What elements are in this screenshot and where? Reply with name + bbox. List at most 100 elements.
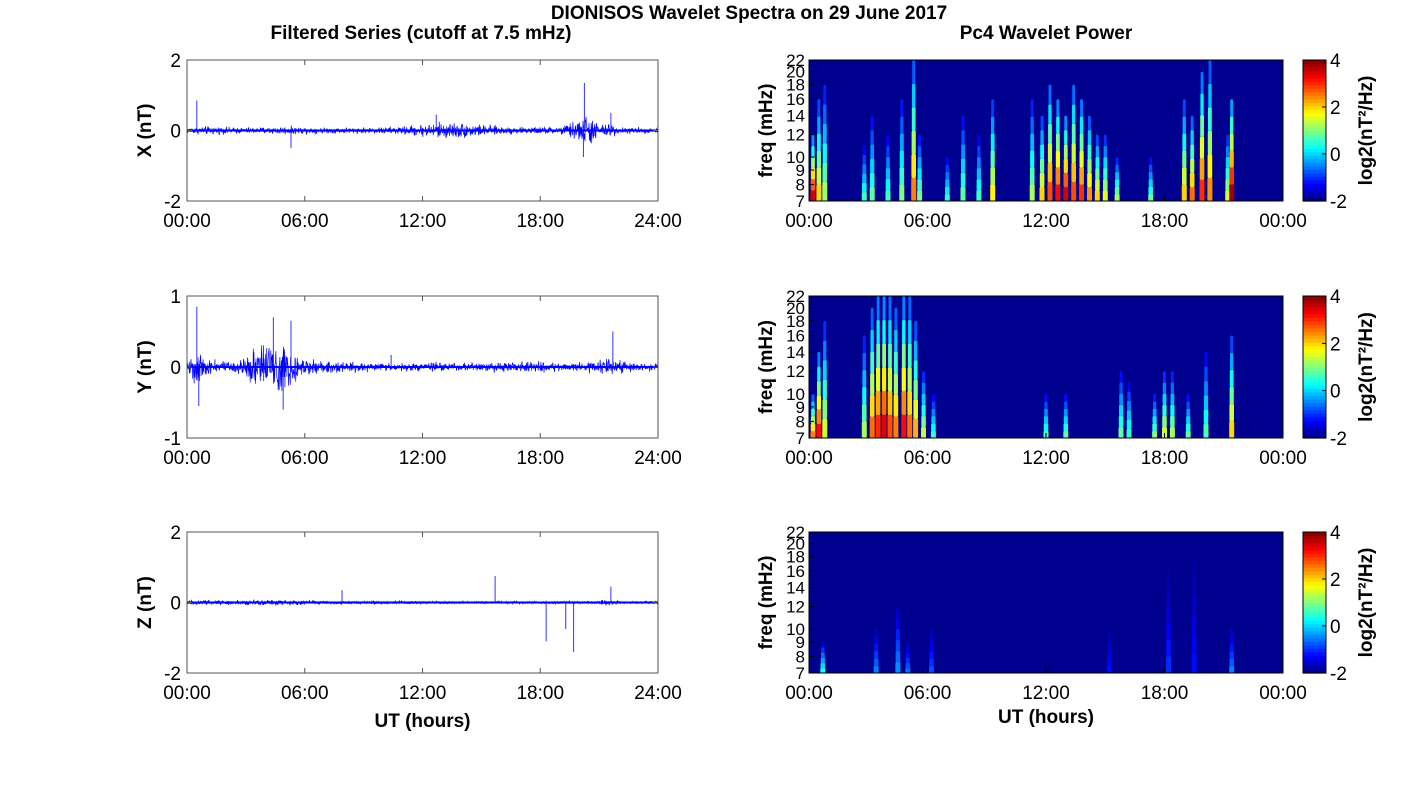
power-burst [1170, 415, 1175, 428]
power-burst [820, 657, 825, 664]
power-burst [1189, 186, 1195, 201]
colorbar-segment [1303, 349, 1326, 354]
power-burst [1225, 189, 1231, 201]
power-burst [817, 366, 821, 382]
y-tick-label: 2 [170, 51, 181, 72]
colorbar-segment [1303, 413, 1326, 418]
power-burst [885, 167, 891, 180]
power-burst [1166, 639, 1171, 657]
power-burst [1153, 393, 1157, 402]
power-burst [876, 367, 881, 392]
colorbar-segment [1303, 546, 1326, 551]
colorbar-segment [1303, 356, 1326, 361]
colorbar-segment [1303, 381, 1326, 386]
power-burst [1126, 419, 1132, 430]
power-burst [908, 296, 912, 321]
power-burst [1167, 571, 1170, 589]
y-tick-label: 0 [170, 122, 181, 143]
x-tick-label: 00:00 [1259, 683, 1307, 704]
power-burst [1039, 186, 1045, 201]
y-tick-label: 7 [796, 192, 805, 211]
y-tick-label: 8 [796, 412, 805, 431]
power-burst [1225, 178, 1230, 191]
power-burst [821, 652, 825, 659]
power-burst [1229, 184, 1235, 201]
power-burst [931, 415, 936, 424]
y-axis-label: freq (mHz) [756, 84, 777, 178]
colorbar-segment [1303, 296, 1326, 301]
x-tick-label: 12:00 [1022, 211, 1070, 232]
colorbar-segment [1303, 402, 1326, 407]
colorbar-label: log2(nT²/Hz) [1356, 312, 1377, 422]
y-tick-label: 9 [796, 633, 805, 652]
power-burst [887, 414, 893, 438]
power-burst [1229, 403, 1234, 422]
power-burst [816, 167, 822, 185]
power-burst [991, 116, 995, 134]
power-burst [929, 665, 934, 673]
power-burst [817, 133, 821, 151]
power-burst [1102, 189, 1108, 201]
power-burst [1166, 605, 1171, 623]
z-series-panel: 00:00 06:00 12:00 18:00 24:00 -2 0 2 Z (nT) UT (h… [135, 523, 682, 732]
power-burst [1230, 352, 1234, 371]
power-burst [1190, 115, 1194, 131]
colorbar-segment [1303, 63, 1326, 68]
colorbar-segment [1303, 427, 1326, 432]
power-burst [1047, 181, 1053, 201]
power-burst [1095, 134, 1099, 147]
power-burst [1063, 408, 1068, 417]
colorbar-segment [1303, 134, 1326, 139]
power-burst [1203, 395, 1209, 410]
power-burst [1118, 426, 1124, 438]
power-burst [1204, 352, 1208, 367]
colorbar-segment [1303, 560, 1326, 565]
power-burst [817, 352, 821, 367]
power-burst [1166, 588, 1171, 606]
y-tick-label: 0 [170, 594, 181, 615]
power-burst [810, 430, 816, 438]
power-burst [876, 343, 881, 368]
power-burst [876, 319, 880, 344]
power-burst [901, 414, 907, 438]
x-tick-label: 24:00 [634, 211, 682, 232]
power-burst [1030, 99, 1034, 117]
power-burst [1072, 84, 1076, 105]
power-burst [893, 416, 899, 438]
power-burst [811, 145, 815, 158]
heatmap-background [809, 532, 1283, 673]
power-burst [976, 167, 981, 180]
colorbar-segment [1303, 342, 1326, 347]
power-burst [1182, 116, 1186, 134]
y-tick-label: 12 [786, 362, 805, 381]
colorbar-segment [1303, 345, 1326, 350]
y-tick-label: 22 [786, 51, 805, 70]
power-burst [945, 179, 950, 187]
colorbar-segment [1303, 95, 1326, 100]
colorbar-segment [1303, 165, 1326, 170]
power-burst [1169, 426, 1175, 438]
colorbar: 4 2 0 -2 log2(nT²/Hz) [1302, 523, 1377, 685]
power-burst [817, 99, 821, 117]
power-burst [961, 158, 966, 173]
colorbar-segment [1303, 338, 1326, 343]
y-tick-label: 14 [786, 107, 805, 126]
power-burst [1064, 115, 1068, 131]
power-burst [882, 367, 887, 392]
power-burst [990, 133, 995, 151]
power-burst [1229, 665, 1235, 673]
power-burst [960, 172, 966, 188]
colorbar-segment [1303, 623, 1326, 628]
colorbar-segment [1303, 324, 1326, 329]
power-burst [1208, 107, 1212, 131]
power-burst [822, 418, 828, 438]
colorbar-segment [1303, 666, 1326, 671]
power-burst [1182, 150, 1187, 168]
power-burst [886, 145, 890, 158]
y-tick-label: 9 [796, 398, 805, 417]
x-tick-label: 18:00 [1141, 211, 1189, 232]
power-burst [929, 658, 934, 667]
power-burst [929, 636, 934, 645]
power-burst [922, 371, 925, 383]
y-tick-label: 7 [796, 664, 805, 683]
